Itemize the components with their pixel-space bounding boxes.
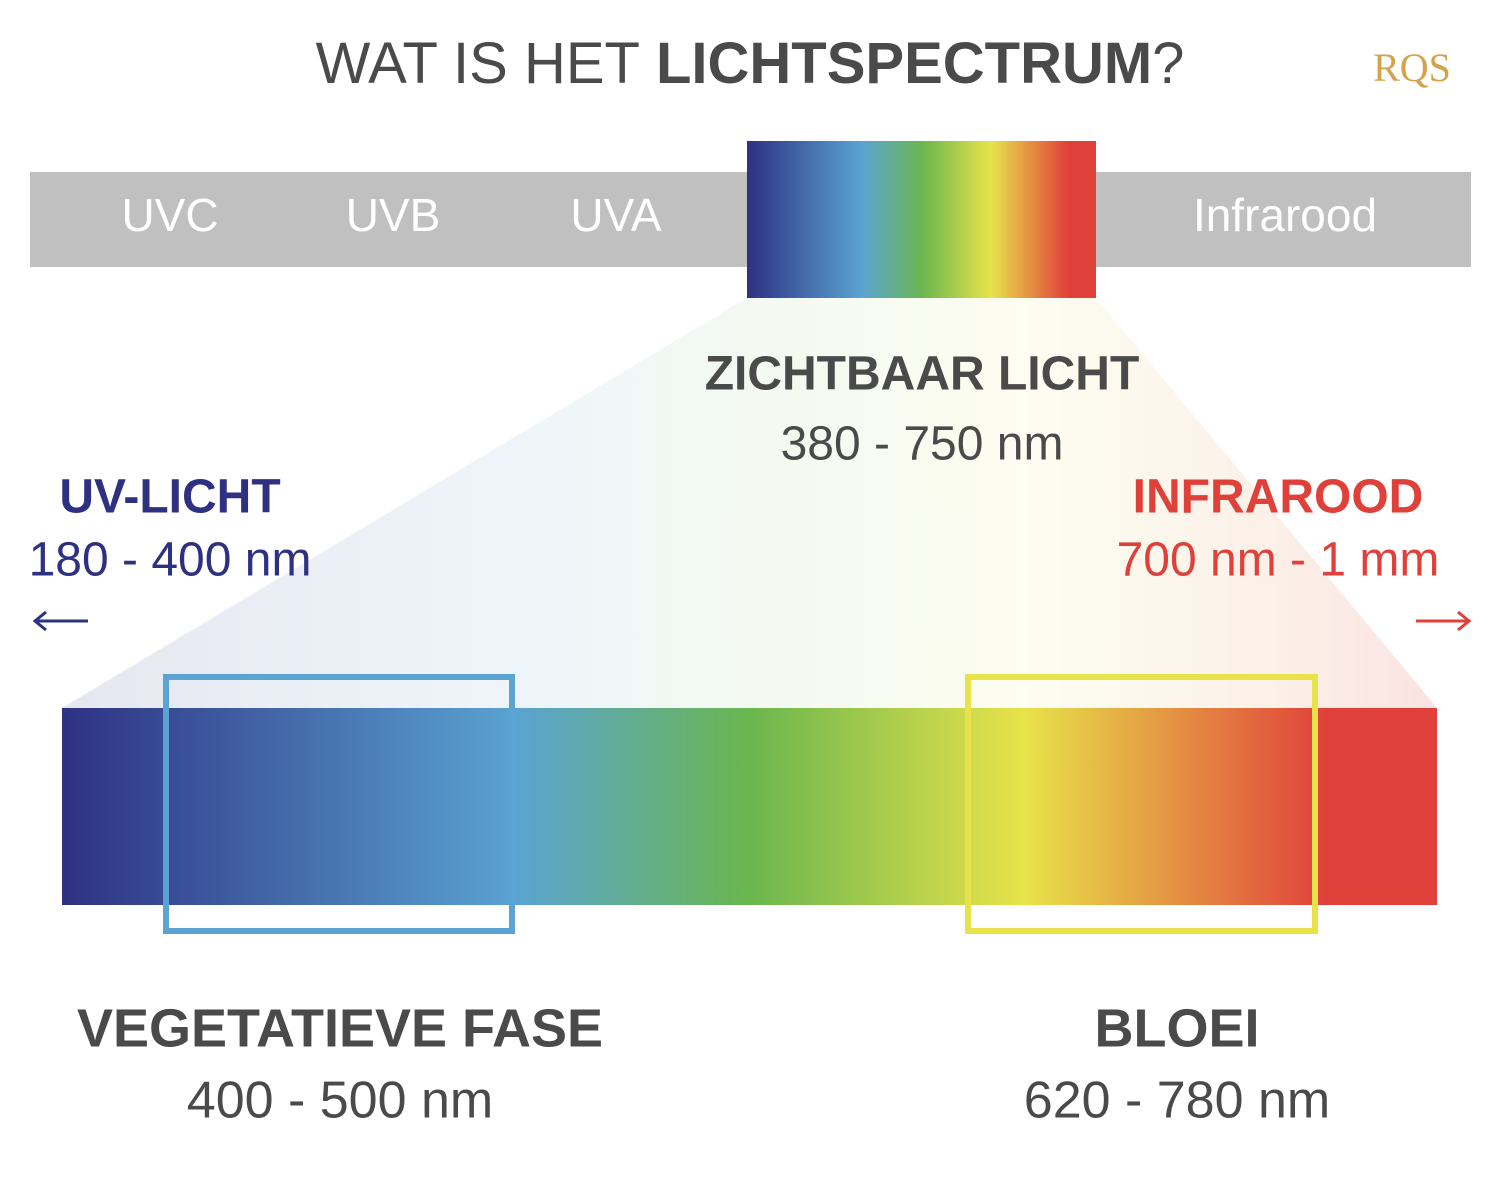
- ir-label: INFRAROOD: [1133, 471, 1424, 524]
- title-bold: LICHTSPECTRUM: [656, 31, 1152, 96]
- phase-range: 400 - 500 nm: [187, 1072, 493, 1130]
- zoom-fade: [62, 298, 1437, 708]
- ir-range: 700 nm - 1 mm: [1117, 534, 1440, 587]
- band-label: UVB: [346, 189, 441, 241]
- band-label: Infrarood: [1193, 189, 1377, 241]
- visible-small: [747, 141, 1096, 298]
- phase-label: VEGETATIEVE FASE: [77, 998, 603, 1058]
- bloom-box: [965, 674, 1318, 934]
- visible-spectrum: [62, 708, 1437, 905]
- band-label: UVA: [570, 189, 661, 241]
- band-label: UVC: [121, 189, 218, 241]
- logo: RQS: [1373, 45, 1451, 90]
- title: WAT IS HET LICHTSPECTRUM?: [316, 31, 1185, 96]
- visible-range: 380 - 750 nm: [781, 418, 1064, 471]
- arrow-right: [1416, 610, 1472, 632]
- vegetative-box: [163, 674, 515, 934]
- title-end: ?: [1152, 31, 1184, 96]
- uv-range: 180 - 400 nm: [29, 534, 312, 587]
- uv-label: UV-LICHT: [59, 471, 280, 524]
- arrow-left: [32, 610, 88, 632]
- phase-range: 620 - 780 nm: [1024, 1072, 1330, 1130]
- visible-label: ZICHTBAAR LICHT: [705, 348, 1140, 401]
- phase-label: BLOEI: [1094, 998, 1259, 1058]
- title-start: WAT IS HET: [316, 31, 640, 96]
